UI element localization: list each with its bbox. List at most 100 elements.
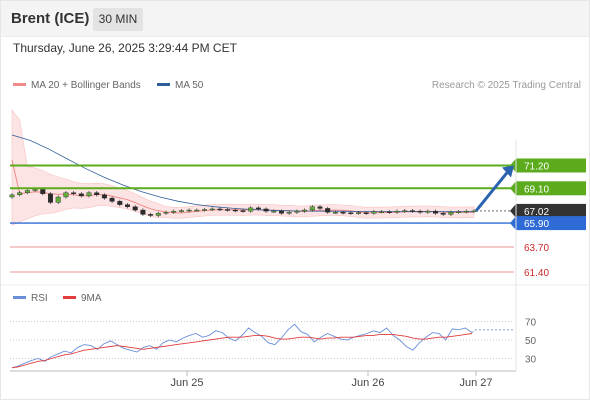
legend-rsi: RSI	[13, 293, 48, 304]
forecast-arrow-head	[502, 165, 514, 178]
candle-body	[86, 192, 92, 197]
candle-body	[363, 212, 369, 214]
instrument-title: Brent (ICE)	[11, 10, 90, 27]
candle-body	[71, 192, 77, 194]
rsi-tick-label: 30	[525, 355, 537, 366]
rsi-line	[11, 323, 473, 369]
level-tag-pointer	[510, 181, 516, 196]
candle-body	[386, 211, 392, 213]
level-tag-69.10	[516, 181, 586, 196]
candle-body	[409, 210, 415, 212]
candle-body	[63, 192, 69, 198]
candle-body	[148, 214, 154, 216]
candle-body	[171, 210, 177, 213]
candle-body	[332, 212, 338, 214]
candle-body	[186, 209, 192, 212]
rsi-tick-label: 50	[525, 336, 537, 347]
9ma-swatch	[63, 295, 76, 299]
candle-body	[348, 212, 354, 214]
level-label-65.90: 65.90	[524, 219, 549, 230]
x-tick-label: Jun 25	[170, 377, 203, 389]
candle-body	[9, 194, 15, 198]
candle-body	[309, 206, 315, 211]
candle-body	[194, 209, 200, 212]
candle-body	[471, 210, 477, 213]
legend-ma20: MA 20 + Bollinger Bands	[13, 80, 141, 91]
candle-body	[101, 194, 107, 199]
candle-body	[394, 210, 400, 213]
level-tag-pointer	[510, 216, 516, 231]
9ma-line	[11, 333, 473, 369]
candle-body	[448, 212, 454, 215]
candle-body	[32, 189, 38, 191]
candle-body	[440, 213, 446, 215]
x-tick-label: Jun 27	[459, 377, 492, 389]
candle-body	[78, 193, 84, 197]
candle-body	[356, 212, 362, 214]
legend-ma50: MA 50	[157, 80, 203, 91]
candle-body	[40, 189, 46, 194]
candle-body	[109, 197, 115, 202]
candle-body	[255, 207, 261, 210]
candle-body	[132, 206, 138, 211]
chart-header: Brent (ICE) 30 MIN	[1, 1, 589, 37]
candle-body	[124, 204, 130, 207]
candle-body	[325, 208, 331, 213]
chart-datetime: Thursday, June 26, 2025 3:29:44 PM CET	[13, 41, 237, 55]
ma20-swatch	[13, 82, 26, 86]
candle-body	[24, 190, 30, 193]
candle-body	[294, 210, 300, 213]
legend-9ma-label: 9MA	[81, 293, 102, 304]
level-label-71.20: 71.20	[524, 161, 549, 172]
x-tick-label: Jun 26	[351, 377, 384, 389]
candle-body	[340, 212, 346, 214]
ma50-swatch	[157, 82, 170, 86]
candle-body	[402, 210, 408, 212]
legend-9ma: 9MA	[63, 293, 102, 304]
candle-body	[379, 211, 385, 213]
legend-ma20-label: MA 20 + Bollinger Bands	[31, 80, 141, 91]
candle-body	[178, 210, 184, 212]
level-tag-pointer	[510, 203, 516, 218]
candle-body	[48, 193, 54, 203]
level-label-61.40: 61.40	[524, 268, 549, 279]
candle-body	[279, 210, 285, 214]
level-tag-pointer	[510, 158, 516, 173]
candle-body	[425, 210, 431, 213]
level-tag-65.90	[516, 216, 586, 231]
candle-body	[201, 209, 207, 211]
timeframe-button[interactable]: 30 MIN	[93, 8, 143, 31]
candle-body	[371, 211, 377, 214]
candle-body	[225, 209, 231, 211]
candle-body	[456, 211, 462, 213]
level-label-67.02: 67.02	[524, 207, 549, 218]
candle-body	[286, 212, 292, 214]
bollinger-band	[11, 109, 475, 226]
research-credit: Research © 2025 Trading Central	[431, 80, 581, 91]
candle-body	[94, 192, 100, 196]
candle-body	[55, 196, 61, 203]
candle-body	[217, 208, 223, 211]
level-tag-67.02	[516, 203, 586, 218]
candle-body	[163, 212, 169, 214]
rsi-projection	[471, 329, 514, 333]
candle-body	[317, 206, 323, 209]
candle-body	[417, 210, 423, 213]
candle-body	[248, 207, 254, 212]
candle-body	[155, 213, 161, 216]
candle-body	[271, 210, 277, 213]
rsi-tick-label: 70	[525, 318, 537, 329]
level-label-69.10: 69.10	[524, 184, 549, 195]
candle-body	[240, 210, 246, 212]
candle-body	[17, 192, 23, 196]
level-label-63.70: 63.70	[524, 243, 549, 254]
candle-body	[302, 209, 308, 212]
legend-ma50-label: MA 50	[175, 80, 204, 91]
level-tag-71.20	[516, 158, 586, 173]
candle-body	[463, 210, 469, 213]
candle-body	[209, 208, 215, 211]
candle-body	[140, 209, 146, 215]
candle-body	[433, 210, 439, 214]
candle-body	[263, 208, 269, 212]
